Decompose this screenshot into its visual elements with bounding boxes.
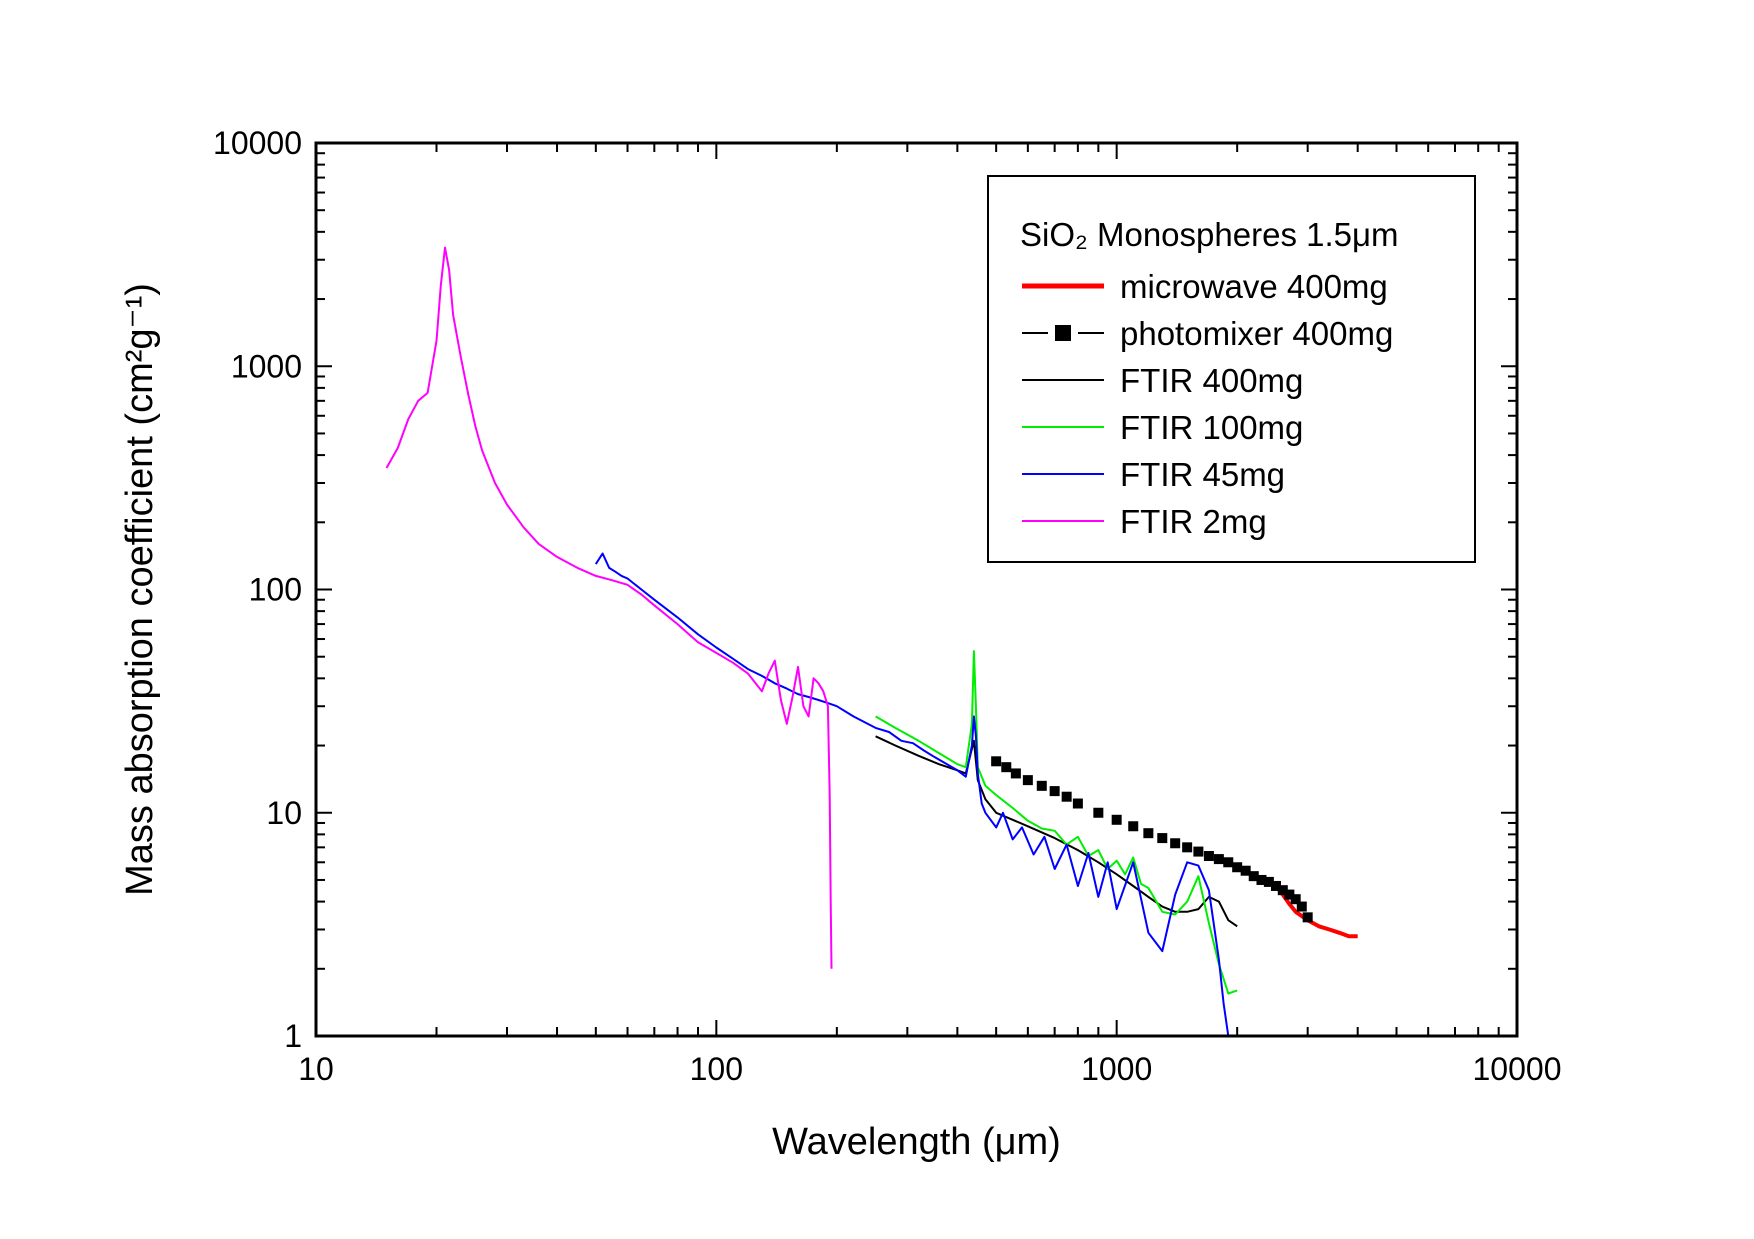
legend-box [987, 175, 1476, 563]
legend-entry-ftir-45mg: FTIR 45mg [1022, 456, 1285, 493]
legend-swatch-marker [1055, 325, 1071, 341]
series-photomixer-400mg [991, 756, 1313, 923]
data-point [1111, 814, 1122, 825]
data-point [1270, 880, 1281, 891]
series-layer [385, 246, 1358, 1037]
legend-entry-ftir-100mg: FTIR 100mg [1022, 409, 1303, 446]
x-axis-title: Wavelength (μm) [772, 1121, 1061, 1163]
y-axis-title: Mass absorption coefficient (cm²g⁻¹) [119, 283, 161, 896]
legend-entry-ftir-400mg: FTIR 400mg [1022, 362, 1303, 399]
data-point [1223, 857, 1234, 868]
data-point [1022, 775, 1033, 786]
data-point [1036, 780, 1047, 791]
data-point [1170, 838, 1181, 849]
data-point [1061, 791, 1072, 802]
data-point [1193, 846, 1204, 857]
data-point [1049, 786, 1060, 797]
x-tick-label: 100 [690, 1051, 743, 1087]
data-point [1302, 912, 1313, 923]
data-point [1072, 798, 1083, 809]
legend-label: microwave 400mg [1120, 268, 1388, 305]
data-point [1263, 876, 1274, 887]
y-tick-label: 10000 [213, 125, 302, 161]
legend: SiO₂ Monospheres 1.5μm microwave 400mg ph… [987, 175, 1476, 563]
data-point [1182, 842, 1193, 853]
data-point [1213, 854, 1224, 865]
y-tick-label: 1 [284, 1018, 302, 1054]
data-point [1296, 901, 1307, 912]
legend-entry-ftir-2mg: FTIR 2mg [1022, 503, 1267, 540]
y-tick-label: 1000 [231, 348, 302, 384]
data-point [1248, 871, 1259, 882]
legend-label: FTIR 400mg [1120, 362, 1303, 399]
legend-label: FTIR 100mg [1120, 409, 1303, 446]
data-point [1284, 889, 1295, 900]
data-point [1256, 874, 1267, 885]
data-point [1157, 833, 1168, 844]
ticks-layer [315, 142, 1518, 1037]
series-ftir-2mg-line [385, 246, 833, 969]
data-point [1290, 894, 1301, 905]
data-point [1128, 821, 1139, 832]
series-ftir-45mg-line [594, 552, 1230, 1037]
data-point [991, 756, 1002, 767]
legend-label: photomixer 400mg [1120, 315, 1393, 352]
data-point [1240, 865, 1251, 876]
data-point [1010, 768, 1021, 779]
data-point [1232, 862, 1243, 873]
legend-title: SiO₂ Monospheres 1.5μm [1020, 216, 1399, 253]
x-tick-label: 10 [298, 1051, 334, 1087]
legend-entries: microwave 400mg photomixer 400mg FTIR 400m… [1022, 268, 1393, 540]
data-point [1277, 885, 1288, 896]
series-ftir-100mg-line [875, 650, 1238, 995]
y-tick-label: 100 [249, 572, 302, 608]
x-tick-label: 1000 [1081, 1051, 1152, 1087]
legend-entry-microwave-400mg: microwave 400mg [1022, 268, 1388, 305]
legend-entry-photomixer-400mg: photomixer 400mg [1022, 315, 1393, 352]
y-tick-label: 10 [266, 795, 302, 831]
x-tick-label: 10000 [1473, 1051, 1562, 1087]
data-point [1203, 851, 1214, 862]
legend-label: FTIR 2mg [1120, 503, 1267, 540]
data-point [1143, 828, 1154, 839]
data-point [1093, 807, 1104, 818]
data-point [1001, 762, 1012, 773]
legend-label: FTIR 45mg [1120, 456, 1285, 493]
